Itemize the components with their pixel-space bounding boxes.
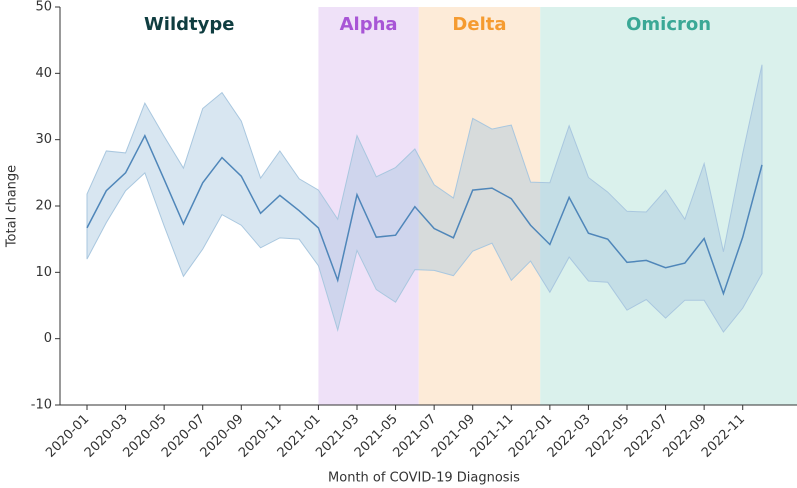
y-tick-label: 0 [44, 331, 52, 346]
line [86, 133, 763, 296]
y-tick-label: 30 [35, 132, 52, 147]
region [318, 7, 419, 405]
y-tick-label: 50 [35, 0, 52, 15]
region-label: Omicron [626, 14, 711, 35]
region-label: Wildtype [144, 14, 235, 35]
y-axis-label: Total change [5, 165, 20, 248]
x-tick-label: 2022-11 [699, 412, 748, 461]
region [418, 7, 541, 405]
x-axis-label: Month of COVID-19 Diagnosis [328, 471, 520, 486]
confidence-band [86, 64, 763, 333]
y-tick-label: 10 [35, 265, 52, 280]
region [540, 7, 797, 405]
y-tick-label: 40 [35, 66, 52, 81]
y-tick-label: 20 [35, 199, 52, 214]
region-label: Delta [452, 14, 506, 35]
y-tick-label: -10 [31, 398, 52, 413]
region-label: Alpha [340, 14, 398, 35]
